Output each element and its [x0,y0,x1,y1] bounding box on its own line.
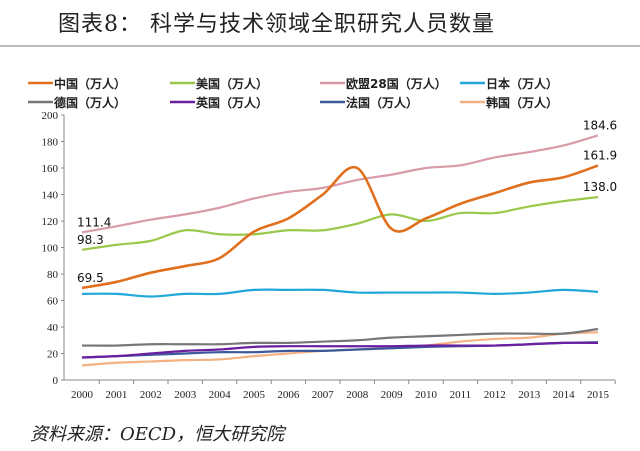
legend-label: 日本（万人） [486,76,558,91]
series-line-1 [81,164,599,290]
series-line-6 [81,341,599,359]
series-line-4 [81,288,599,298]
title-divider [0,45,640,47]
legend-label: 欧盟28国（万人） [346,76,447,91]
data-label: 69.5 [77,271,104,285]
x-tick-label: 2001 [105,389,127,401]
series-line-8 [81,331,599,367]
legend-label: 法国（万人） [346,95,418,110]
x-tick-label: 2012 [484,389,506,401]
legend-label: 德国（万人） [54,95,126,110]
chart-title: 图表8： 科学与技术领域全职研究人员数量 [58,12,495,37]
y-tick-label: 180 [42,137,59,149]
x-tick-label: 2005 [243,389,266,401]
series-line-3 [81,134,599,234]
y-tick-label: 0 [53,375,59,387]
x-tick-label: 2014 [553,389,576,401]
x-tick-label: 2009 [381,389,404,401]
legend-label: 英国（万人） [196,95,268,110]
x-tick-label: 2004 [209,389,232,401]
y-tick-label: 60 [47,296,59,308]
data-label: 184.6 [583,118,617,132]
series-line-2 [81,196,599,251]
data-label: 111.4 [77,215,111,229]
x-tick-label: 2006 [277,389,300,401]
x-tick-label: 2013 [518,389,541,401]
y-tick-label: 200 [42,110,59,122]
x-tick-label: 2015 [587,389,610,401]
x-tick-label: 2010 [415,389,438,401]
series-line-5 [81,327,599,347]
y-tick-label: 80 [47,269,59,281]
data-label: 98.3 [77,233,104,247]
y-tick-label: 140 [42,190,59,202]
y-tick-label: 160 [42,163,59,175]
x-tick-label: 2000 [71,389,94,401]
y-tick-label: 100 [42,243,59,255]
x-tick-label: 2011 [450,389,472,401]
source-note: 资料来源：OECD，恒大研究院 [30,424,285,445]
x-tick-label: 2007 [312,389,335,401]
y-tick-label: 40 [47,322,59,334]
x-tick-label: 2008 [346,389,369,401]
x-tick-label: 2003 [174,389,197,401]
data-label: 161.9 [583,148,617,162]
legend-label: 美国（万人） [196,76,268,91]
legend-label: 中国（万人） [54,76,126,91]
y-tick-label: 20 [47,349,59,361]
legend-label: 韩国（万人） [486,95,558,110]
y-tick-label: 120 [42,216,59,228]
x-tick-label: 2002 [140,389,162,401]
data-label: 138.0 [583,180,617,194]
